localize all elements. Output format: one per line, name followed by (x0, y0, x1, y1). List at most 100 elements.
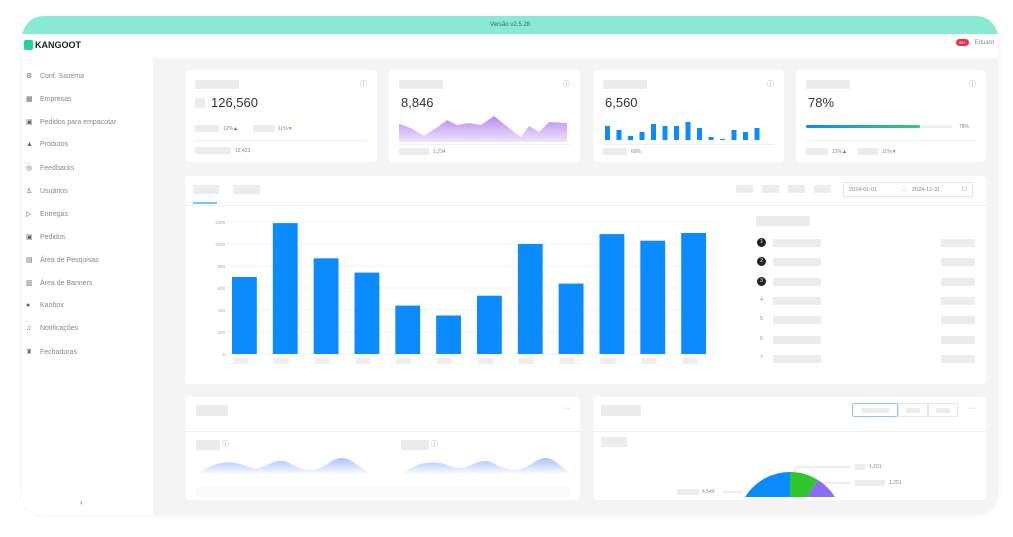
sidebar-item-label: Notificações (40, 325, 79, 332)
bar (477, 295, 502, 354)
y-tick-label: 800 (217, 264, 225, 269)
sidebar-item[interactable]: ▥ Área de Banners (26, 279, 93, 288)
date-range-picker[interactable]: 2024-01-01 → 2024-12-31 ▢ (843, 182, 973, 197)
filter-today[interactable] (736, 185, 753, 193)
sidebar-item[interactable]: ▣ Pedidos para empacotar (26, 118, 117, 127)
date-end[interactable]: 2024-12-31 (912, 187, 941, 193)
stat-value: 126,560 (211, 95, 258, 110)
y-tick-label: 0 (222, 352, 225, 357)
sidebar-item-label: Empresas (40, 95, 72, 103)
more-icon[interactable]: ··· (563, 405, 570, 412)
date-start[interactable]: 2024-01-01 (849, 187, 878, 193)
rank-value (941, 239, 975, 247)
arrow-down-icon: ▼ (287, 126, 293, 132)
collapse-sidebar-button[interactable]: ‹ (80, 497, 83, 507)
rank-value (941, 296, 975, 305)
bar (558, 283, 584, 354)
info-icon[interactable]: ⓘ (431, 441, 438, 448)
tab-sales[interactable] (193, 185, 219, 194)
bar (272, 223, 298, 354)
rank-name (773, 354, 821, 363)
rank-value (941, 354, 975, 363)
arrow-down-icon: ▼ (891, 149, 897, 155)
rank-value (941, 277, 975, 286)
info-icon[interactable]: ⓘ (222, 441, 229, 448)
segment-online[interactable] (898, 403, 928, 417)
x-tick-label (273, 358, 289, 364)
search-card: ··· ⓘ ⓘ (185, 397, 580, 500)
filter-week[interactable] (762, 185, 779, 193)
pie-slice (790, 472, 818, 497)
building-icon: ▦ (26, 96, 33, 103)
stat-value: 78% (808, 95, 835, 110)
x-tick-label (559, 358, 575, 364)
sidebar-item-label: Fechaduras (40, 348, 77, 356)
sidebar-item[interactable]: ▷ Entregas (26, 210, 68, 219)
rank-badge: 6 (760, 335, 763, 342)
sidebar-item-label: Usuários (40, 187, 68, 195)
rank-value (941, 316, 975, 325)
segment-all[interactable] (852, 403, 898, 417)
sidebar-item[interactable]: ♙ Usuários (26, 187, 68, 196)
mini-bar (651, 124, 656, 140)
pie-label: 1,201 (869, 464, 882, 470)
dashboard: ⓘ 126,560 12%▲ 11%▼ 12,423 ⓘ 8,846 1,234… (153, 58, 998, 515)
filter-year[interactable] (814, 185, 831, 193)
rank-badge: 7 (760, 354, 763, 361)
bar (640, 240, 666, 354)
rank-badge: 2 (757, 257, 766, 267)
rank-badge: 5 (760, 316, 763, 323)
info-icon[interactable]: ⓘ (767, 81, 774, 88)
gear-icon: ⚙ (26, 73, 33, 80)
package-icon: ▣ (26, 119, 33, 126)
sidebar-item[interactable]: ▣ Pedidos (26, 233, 66, 242)
filter-month[interactable] (788, 185, 805, 193)
notification-badge[interactable]: 99+ (955, 39, 969, 46)
bar (599, 234, 625, 354)
y-tick-label: 1000 (215, 242, 226, 247)
sidebar-item[interactable]: ▲ Produtos (26, 141, 68, 148)
kanbox-icon: ● (26, 302, 31, 309)
sidebar-item-label: Pedidos para empacotar (40, 118, 117, 126)
y-tick-label: 600 (217, 286, 225, 291)
survey-icon: ▤ (26, 257, 33, 264)
sidebar-item-label: Pedidos (40, 233, 66, 241)
bar (232, 277, 257, 354)
lock-icon: ♜ (26, 349, 33, 356)
rank-badge: 1 (757, 238, 766, 247)
wave-sparklines (199, 458, 569, 473)
sidebar-item[interactable]: ♜ Fechaduras (26, 348, 77, 357)
x-tick-label (396, 358, 412, 364)
banner-icon: ▥ (26, 280, 33, 287)
sidebar-item[interactable]: ▤ Área de Pesquisas (26, 256, 99, 265)
mini-bar (720, 139, 725, 140)
change-1: 12% (223, 126, 234, 132)
rank-name (773, 335, 821, 344)
brand-logo[interactable]: KANGOOT (24, 40, 81, 50)
sidebar-item-label: Conf. Sistema (40, 72, 84, 80)
more-icon[interactable]: ··· (969, 405, 976, 412)
info-icon[interactable]: ⓘ (969, 81, 976, 88)
arrow-up-icon: ▲ (842, 149, 847, 155)
sales-card: 2024-01-01 → 2024-12-31 ▢ 0 200 400 600 800 1… (185, 176, 986, 384)
info-icon[interactable]: ⓘ (563, 81, 570, 88)
sidebar-item-label: Kanbox (40, 302, 64, 309)
pie-label: 4,544 (702, 489, 715, 495)
x-tick-label (233, 358, 248, 364)
tab-visits[interactable] (233, 185, 260, 194)
sidebar-item[interactable]: ● Kanbox (26, 302, 64, 309)
top-header: KANGOOT 99+ Eduard (22, 34, 998, 58)
user-name[interactable]: Eduard (974, 39, 994, 46)
bar (436, 315, 461, 354)
sidebar-item[interactable]: ▦ Empresas (26, 95, 72, 104)
sidebar-item[interactable]: ◎ Feedbacks (26, 164, 74, 173)
sidebar-item[interactable]: ♫ Notificações (26, 325, 78, 332)
mini-bar (754, 128, 760, 140)
x-tick-label (518, 358, 534, 364)
app-window: Versão v2.5.28 KANGOOT 99+ Eduard ‹ ⚙ Conf… (22, 16, 998, 515)
info-icon[interactable]: ⓘ (360, 81, 367, 88)
mini-bar (662, 126, 668, 140)
mini-bar (731, 130, 737, 140)
segment-store[interactable] (928, 403, 958, 417)
sidebar-item[interactable]: ⚙ Conf. Sistema (26, 72, 84, 81)
